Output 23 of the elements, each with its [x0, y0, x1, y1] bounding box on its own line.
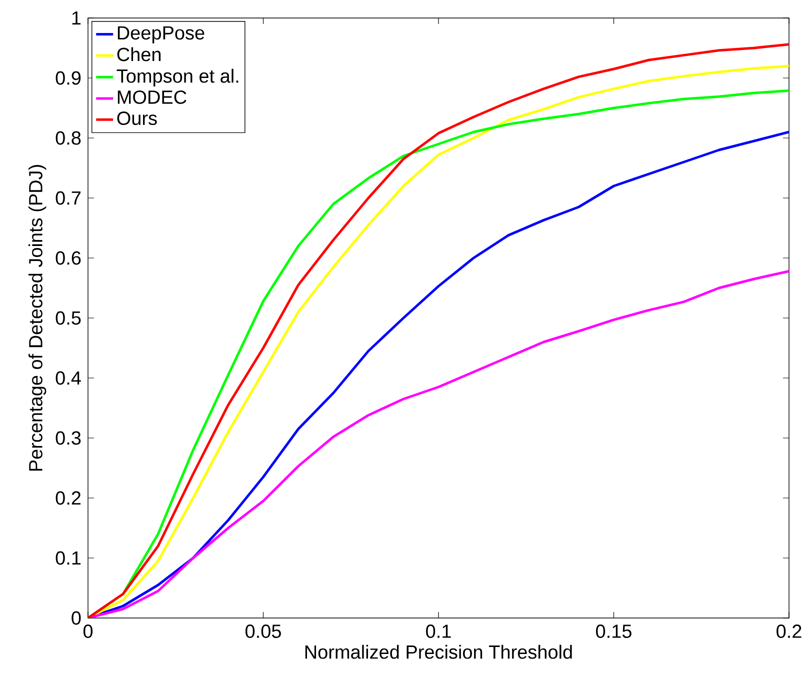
- y-tick-label: 0.1: [56, 551, 81, 565]
- legend-label: MODEC: [118, 90, 186, 104]
- x-tick-label: 0.05: [246, 624, 281, 638]
- x-tick-label: 0: [83, 624, 93, 638]
- y-axis-title: Percentage of Detected Joints (PDJ): [28, 165, 46, 471]
- legend-label: Ours: [117, 112, 157, 126]
- legend-label: DeepPose: [118, 26, 204, 44]
- x-tick-label: 0.2: [776, 624, 802, 638]
- y-tick-label: 0.4: [56, 371, 81, 385]
- y-tick-label: 0.5: [56, 311, 81, 325]
- y-tick-label: 1: [72, 11, 81, 25]
- legend-label: Chen: [117, 47, 161, 62]
- y-tick-label: 0.3: [56, 431, 81, 445]
- y-tick-label: 0.2: [56, 491, 81, 505]
- legend-label: Tompson et al.: [116, 68, 238, 87]
- x-axis-title: Normalized Precision Threshold: [305, 644, 572, 659]
- y-tick-label: 0.9: [56, 71, 81, 85]
- y-tick-label: 0.7: [56, 191, 81, 205]
- x-tick-label: 0.15: [596, 624, 632, 638]
- y-tick-label: 0.6: [56, 251, 81, 265]
- y-tick-label: 0.8: [56, 131, 81, 145]
- y-tick-label: 0: [72, 611, 81, 625]
- x-tick-label: 0.1: [426, 624, 451, 638]
